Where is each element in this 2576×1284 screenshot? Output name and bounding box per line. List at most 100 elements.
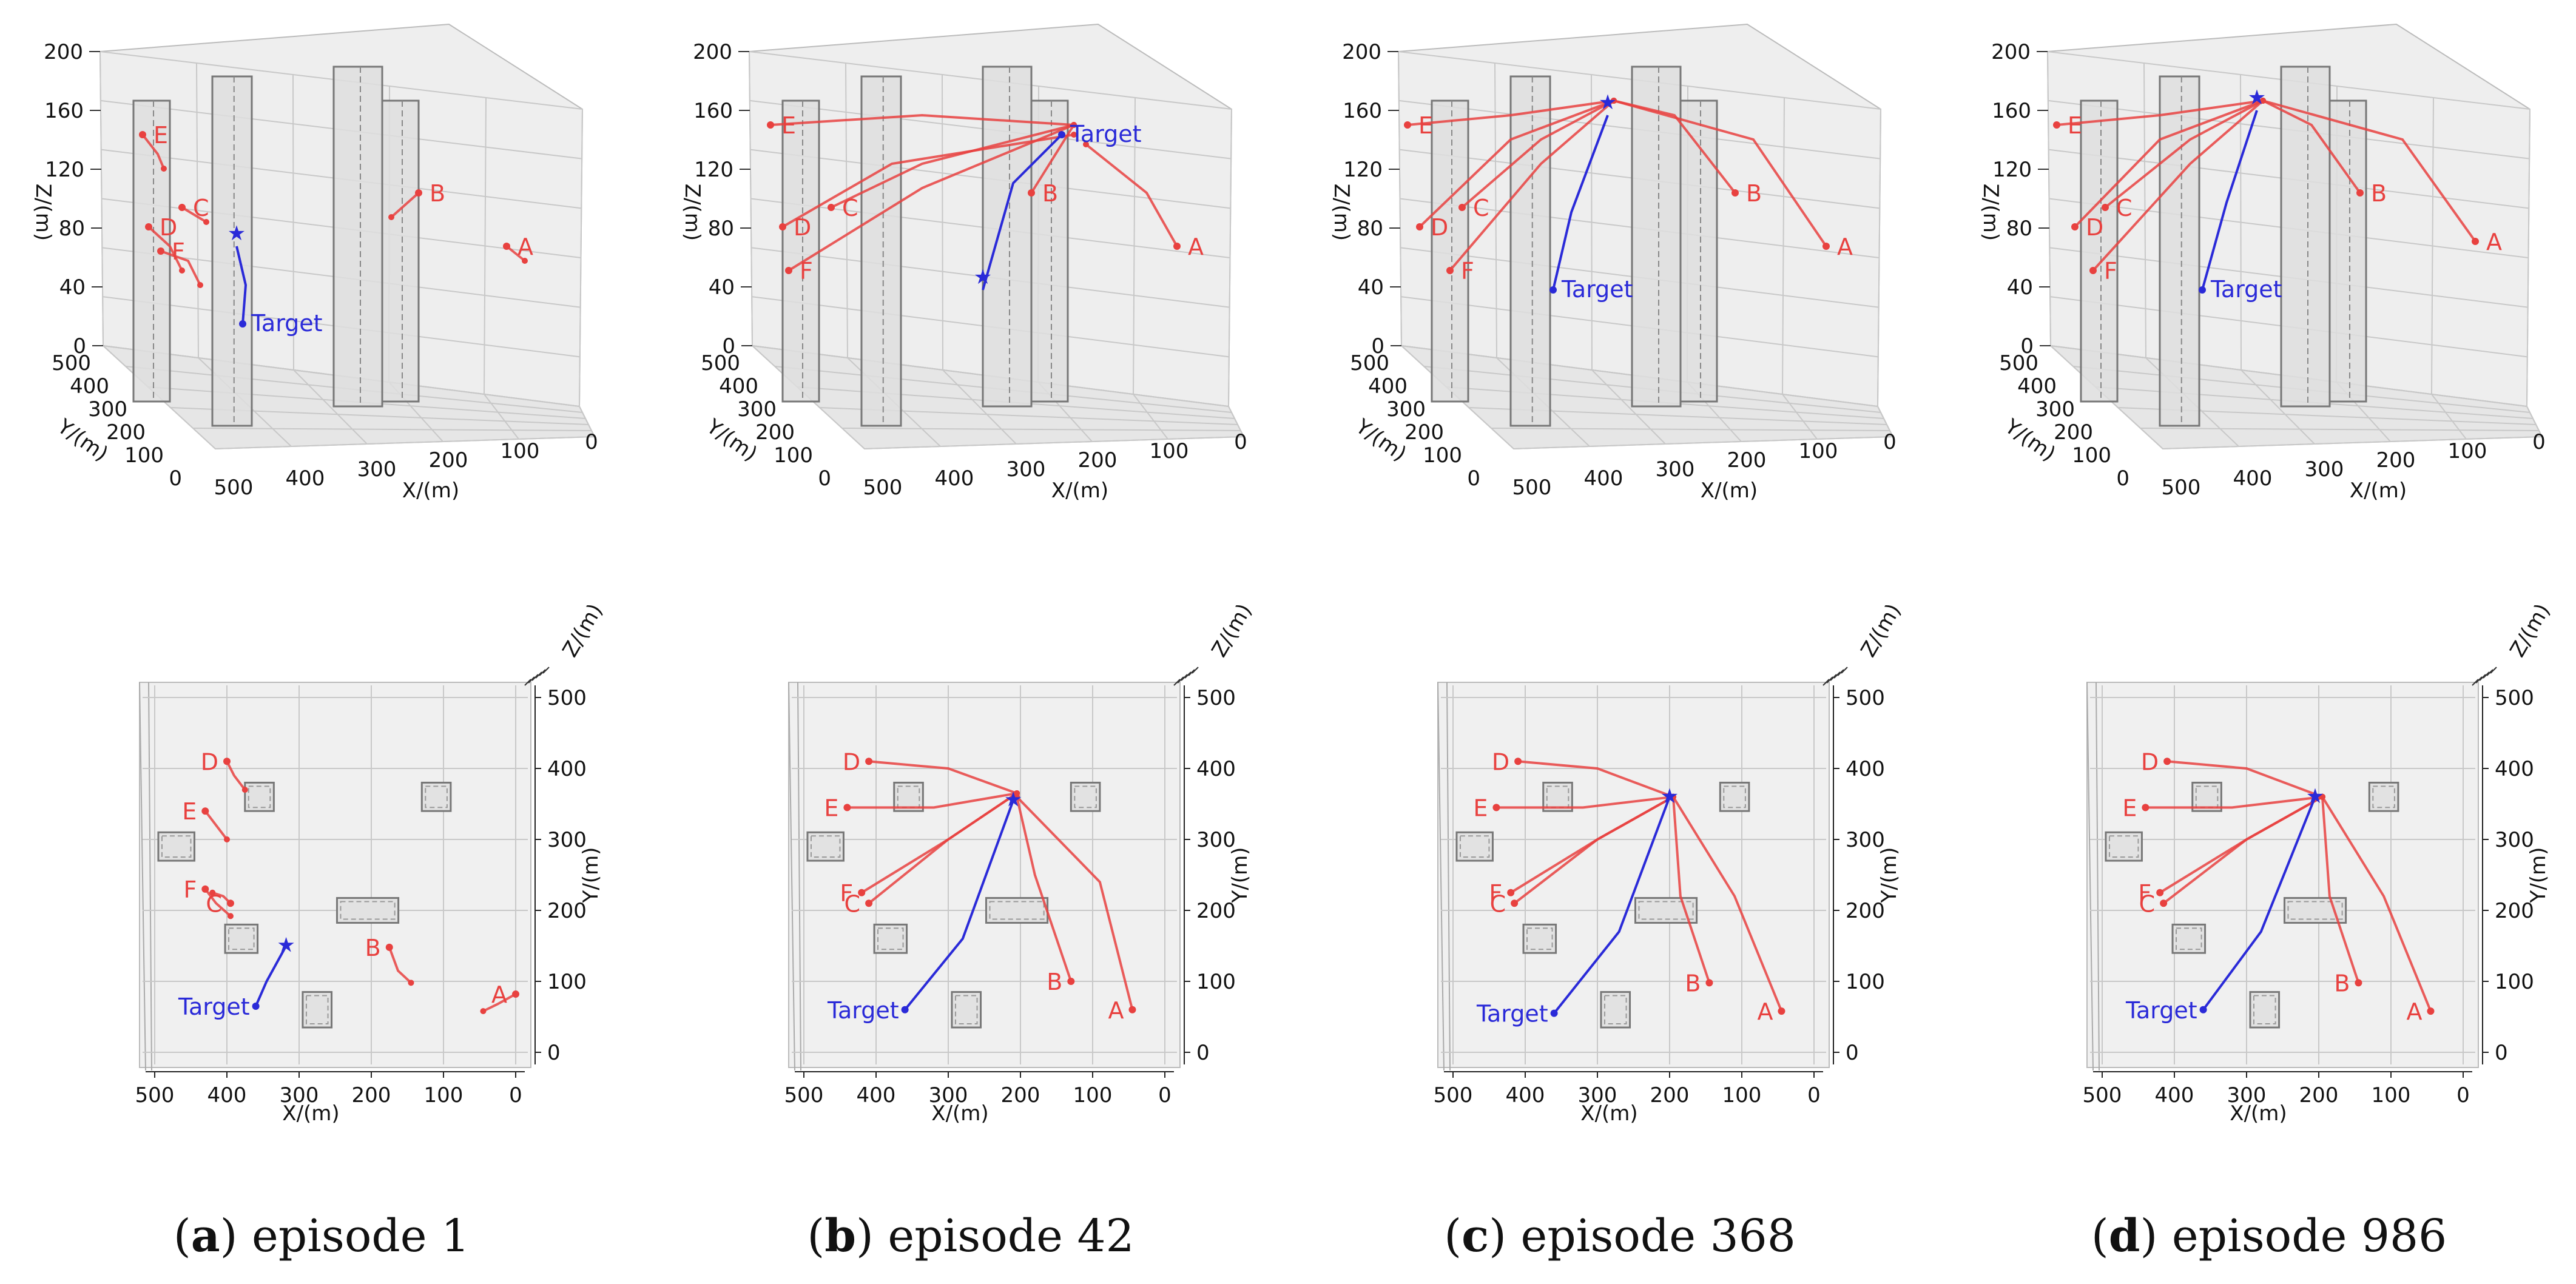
end-marker-F bbox=[227, 913, 234, 919]
end-marker-C bbox=[203, 219, 209, 225]
agent-label-B: B bbox=[365, 935, 381, 961]
x-tick-label: 200 bbox=[2299, 1083, 2339, 1108]
x-tick-label: 200 bbox=[2376, 448, 2416, 472]
grid-line bbox=[841, 428, 1241, 431]
agent-label-F: F bbox=[183, 876, 197, 903]
agent-label-A: A bbox=[1757, 998, 1773, 1025]
end-marker-F bbox=[2260, 98, 2266, 104]
plane-edge bbox=[788, 682, 795, 1071]
grid-line bbox=[1877, 109, 1881, 407]
agent-label-A: A bbox=[2486, 229, 2502, 255]
y-tick-label: 400 bbox=[2495, 757, 2534, 781]
agent-label-B: B bbox=[2371, 180, 2387, 207]
start-marker-D bbox=[145, 223, 152, 230]
y-tick-label: 100 bbox=[547, 970, 587, 994]
grid-line bbox=[942, 74, 943, 371]
z-tick-label: 80 bbox=[708, 217, 734, 241]
plane-edge bbox=[1437, 682, 1445, 1071]
building-footprint bbox=[806, 831, 845, 862]
agent-label-E: E bbox=[2122, 795, 2137, 821]
target-star-icon: ★ bbox=[974, 265, 992, 289]
z-axis-label: Z/(m) bbox=[1329, 184, 1354, 241]
x-tick-label: 200 bbox=[1727, 448, 1767, 472]
z-tick bbox=[535, 671, 542, 679]
start-marker-F bbox=[201, 885, 209, 893]
agent-label-A: A bbox=[2406, 998, 2422, 1025]
grid-line bbox=[1491, 428, 1890, 431]
trajectory-F bbox=[1449, 99, 1615, 272]
grid-line bbox=[2431, 97, 2434, 395]
y-tick-label: 500 bbox=[1846, 686, 1885, 710]
x-tick-label: 0 bbox=[509, 1083, 522, 1108]
building bbox=[211, 75, 253, 427]
end-marker-F bbox=[2319, 793, 2325, 800]
target-start-marker bbox=[2199, 1006, 2207, 1013]
trajectory-D bbox=[147, 226, 183, 271]
x-tick-label: 0 bbox=[2456, 1083, 2470, 1108]
agent-label-F: F bbox=[1489, 880, 1502, 907]
target-star-icon: ★ bbox=[1661, 784, 1679, 808]
z-tick-label: 160 bbox=[1992, 99, 2031, 123]
y-tick-label: 100 bbox=[1196, 970, 1236, 994]
y-tick-label: 500 bbox=[1999, 351, 2038, 375]
x-tick-label: 100 bbox=[2448, 439, 2487, 463]
trajectory-D bbox=[2166, 760, 2323, 798]
y-tick-label: 100 bbox=[1423, 443, 1462, 468]
grid-line bbox=[2162, 436, 2543, 449]
trajectory-A bbox=[1672, 796, 1783, 1012]
grid-line bbox=[579, 406, 595, 437]
y-tick-label: 0 bbox=[547, 1041, 561, 1065]
target-label: Target bbox=[827, 997, 899, 1024]
x-tick-label: 500 bbox=[863, 476, 903, 500]
start-marker-C bbox=[2102, 204, 2109, 211]
agent-label-D: D bbox=[2086, 214, 2103, 241]
building-footprint bbox=[1522, 923, 1557, 954]
x-tick-label: 500 bbox=[784, 1083, 824, 1108]
trajectory-B bbox=[1613, 99, 1736, 194]
start-marker-D bbox=[1514, 758, 1522, 765]
y-tick-label: 300 bbox=[88, 397, 127, 422]
x-tick-label: 300 bbox=[2305, 457, 2344, 482]
end-marker-D bbox=[179, 267, 185, 274]
caption-b: (b) episode 42 bbox=[807, 1210, 1135, 1262]
target-start-marker bbox=[1550, 1009, 1558, 1017]
x-tick-label: 200 bbox=[1078, 448, 1118, 472]
x-axis-label: X/(m) bbox=[931, 1101, 988, 1126]
start-marker-E bbox=[767, 121, 774, 129]
grid-line bbox=[1513, 436, 1893, 449]
target-start-marker bbox=[252, 1002, 260, 1010]
building-footprint-inner bbox=[248, 785, 271, 808]
x-tick-label: 300 bbox=[357, 457, 397, 482]
y-axis-label: Y/(m) bbox=[1350, 414, 1411, 466]
x-tick-label: 100 bbox=[1799, 439, 1838, 463]
building bbox=[781, 99, 820, 403]
start-marker-E bbox=[2142, 804, 2149, 812]
z-tick bbox=[1192, 667, 1199, 674]
trajectory-C bbox=[2104, 99, 2264, 209]
plane-2 bbox=[1437, 682, 1830, 1068]
agent-label-B: B bbox=[1746, 180, 1762, 207]
agent-label-C: C bbox=[1473, 195, 1489, 221]
start-marker-C bbox=[226, 899, 234, 907]
z-tick bbox=[1177, 676, 1184, 684]
agent-label-F: F bbox=[840, 880, 853, 907]
target-start-marker bbox=[2199, 286, 2206, 294]
y-tick-label: 300 bbox=[547, 828, 587, 852]
z-tick-label: 160 bbox=[1343, 99, 1382, 123]
agent-label-D: D bbox=[794, 214, 811, 241]
target-label: Target bbox=[1476, 1001, 1548, 1027]
x-tick-label: 300 bbox=[280, 1083, 319, 1108]
y-tick-label: 100 bbox=[2072, 443, 2111, 468]
agent-label-F: F bbox=[800, 258, 813, 284]
trajectory-A bbox=[2262, 99, 2477, 243]
trajectory-B bbox=[1671, 796, 1711, 983]
agent-label-C: C bbox=[845, 890, 861, 917]
x-tick-label: 400 bbox=[857, 1083, 896, 1108]
start-marker-A bbox=[1778, 1007, 1785, 1015]
target-start-marker bbox=[901, 1006, 909, 1013]
y-axis-label: Y/(m) bbox=[52, 414, 112, 466]
building-footprint-inner bbox=[897, 785, 920, 808]
agent-label-C: C bbox=[2139, 890, 2156, 917]
x-tick-label: 500 bbox=[2162, 476, 2201, 500]
